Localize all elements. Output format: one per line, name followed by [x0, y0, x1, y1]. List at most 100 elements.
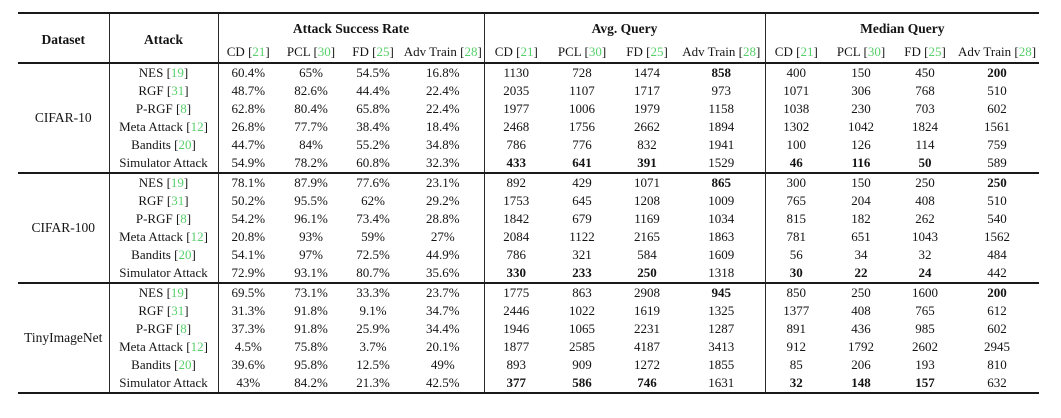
dataset-label: CIFAR-10	[18, 63, 110, 173]
avg-query-value: 250	[637, 265, 657, 280]
median-query-value: 204	[851, 193, 871, 208]
table-row: Simulator Attack 72.9% 93.1% 80.7% 35.6% 330 2…	[18, 264, 1039, 283]
median-query-value: 1071	[783, 83, 810, 98]
subcol-header-fd: FD [25]	[626, 43, 668, 59]
median-query-value: 1038	[783, 101, 810, 116]
avg-query-value: 377	[506, 375, 527, 390]
asr-value: 93%	[299, 229, 323, 244]
avg-query-value: 1325	[678, 302, 766, 320]
attack-name: Meta Attack [12]	[109, 228, 219, 246]
asr-value: 73.1%	[278, 282, 344, 302]
avg-query-value: 1753	[503, 193, 530, 208]
citation: 28	[1018, 43, 1032, 59]
avg-query-value: 1034	[678, 210, 766, 228]
avg-query-value: 945	[678, 282, 766, 302]
asr-value: 91.8%	[294, 321, 328, 336]
attack-name: NES [19]	[109, 282, 219, 302]
asr-value: 25.9%	[356, 321, 390, 336]
citation: 30	[317, 43, 331, 59]
median-query-value: 815	[786, 211, 807, 226]
asr-value: 33.3%	[344, 282, 402, 302]
median-query-value: 781	[786, 229, 807, 244]
avg-query-value: 1977	[503, 101, 530, 116]
median-query-value: 1042	[848, 119, 875, 134]
attack-name: Bandits [20]	[109, 356, 219, 374]
table-row: P-RGF [8] 37.3% 91.8% 25.9% 34.4% 1946 1065 223…	[18, 320, 1039, 338]
avg-query-value: 776	[572, 137, 592, 152]
asr-value: 28.8%	[402, 210, 485, 228]
asr-value: 9.1%	[359, 303, 387, 318]
asr-value: 42.5%	[402, 374, 485, 393]
table-row: P-RGF [8] 62.8% 80.4% 65.8% 22.4% 1977 1006 197…	[18, 100, 1039, 118]
asr-value: 96.1%	[294, 211, 328, 226]
median-query-value: 632	[987, 375, 1007, 390]
avg-query-value: 1006	[569, 101, 596, 116]
avg-query-value: 786	[506, 137, 527, 152]
citation: 31	[171, 83, 185, 98]
median-query-value: 2945	[984, 339, 1011, 354]
asr-value: 4.5%	[234, 339, 262, 354]
asr-value: 72.5%	[356, 247, 390, 262]
citation: 30	[588, 43, 602, 59]
median-query-value: 602	[987, 321, 1007, 336]
median-query-value: 50	[918, 155, 932, 170]
subcol-header-cd: CD [21]	[774, 43, 818, 59]
citation: 19	[170, 65, 184, 80]
avg-query-value: 1065	[569, 321, 596, 336]
citation: 25	[376, 43, 390, 59]
median-query-value: 1302	[783, 119, 810, 134]
asr-value: 77.7%	[294, 119, 328, 134]
asr-value: 54.1%	[231, 247, 266, 262]
asr-value: 18.4%	[402, 118, 485, 136]
table-row: CIFAR-10 NES [19] 60.4% 65% 54.5% 16.8% 1130 72…	[18, 63, 1039, 173]
citation: 30	[867, 43, 881, 59]
table-row: TinyImageNet NES [19] 69.5% 73.1% 33.3% 23.7%…	[18, 282, 1040, 393]
asr-value: 48.7%	[231, 83, 266, 98]
attack-name: RGF [31]	[109, 302, 219, 320]
dataset-block-tinyimagenet: TinyImageNet NES [19] 69.5% 73.1% 33.3% 23.7%…	[18, 282, 1040, 393]
group-header-row: Dataset Attack Attack Success Rate Avg. …	[18, 13, 1039, 63]
asr-value: 95.8%	[294, 357, 328, 372]
subcol-header-pcl: PCL [30]	[836, 43, 886, 59]
avg-query-value: 1169	[634, 211, 660, 226]
avg-query-value: 2084	[503, 229, 530, 244]
median-query-value: 759	[987, 137, 1007, 152]
attack-name: P-RGF [8]	[109, 320, 219, 338]
avg-query-value: 429	[548, 172, 617, 192]
citation: 12	[190, 229, 204, 244]
avg-query-value: 391	[637, 155, 657, 170]
avg-query-value: 1122	[569, 229, 595, 244]
avg-query-value: 1855	[678, 356, 766, 374]
median-query-value: 306	[851, 83, 871, 98]
avg-query-value: 586	[572, 375, 592, 390]
asr-value: 44.9%	[402, 246, 485, 264]
median-query-value: 912	[786, 339, 807, 354]
median-query-value: 765	[915, 303, 935, 318]
avg-query-value: 1107	[569, 83, 595, 98]
median-query-value: 540	[987, 211, 1007, 226]
avg-query-value: 746	[637, 375, 657, 390]
median-query-value: 985	[915, 321, 935, 336]
avg-query-value: 1071	[616, 172, 679, 192]
median-query-value: 206	[851, 357, 871, 372]
asr-value: 72.9%	[231, 265, 266, 280]
avg-query-value: 1941	[678, 136, 766, 154]
attack-name: Simulator Attack	[109, 374, 219, 393]
avg-query-value: 892	[484, 172, 549, 192]
group-header-attack-success-rate: Attack Success Rate	[218, 13, 485, 41]
avg-query-value: 1979	[634, 101, 661, 116]
table-row: Meta Attack [12] 4.5% 75.8% 3.7% 20.1% 1877 25…	[18, 338, 1039, 356]
avg-query-value: 1894	[678, 118, 766, 136]
asr-value: 44.7%	[231, 137, 266, 152]
dataset-block-cifar-10: CIFAR-10 NES [19] 60.4% 65% 54.5% 16.8% 1130 72…	[18, 63, 1039, 173]
attack-name: NES [19]	[109, 172, 219, 192]
median-query-value: 408	[915, 193, 935, 208]
subcolumn-header-row: CD [21] PCL [30] FD [25] Adv Train [28] CD […	[18, 41, 1039, 63]
table-row: RGF [31] 31.3% 91.8% 9.1% 34.7% 2446 1022 1619 1…	[18, 302, 1039, 320]
median-query-value: 34	[854, 247, 868, 262]
asr-value: 87.9%	[278, 172, 344, 192]
median-query-value: 612	[987, 303, 1007, 318]
asr-value: 34.8%	[402, 136, 485, 154]
median-query-value: 1561	[984, 119, 1011, 134]
